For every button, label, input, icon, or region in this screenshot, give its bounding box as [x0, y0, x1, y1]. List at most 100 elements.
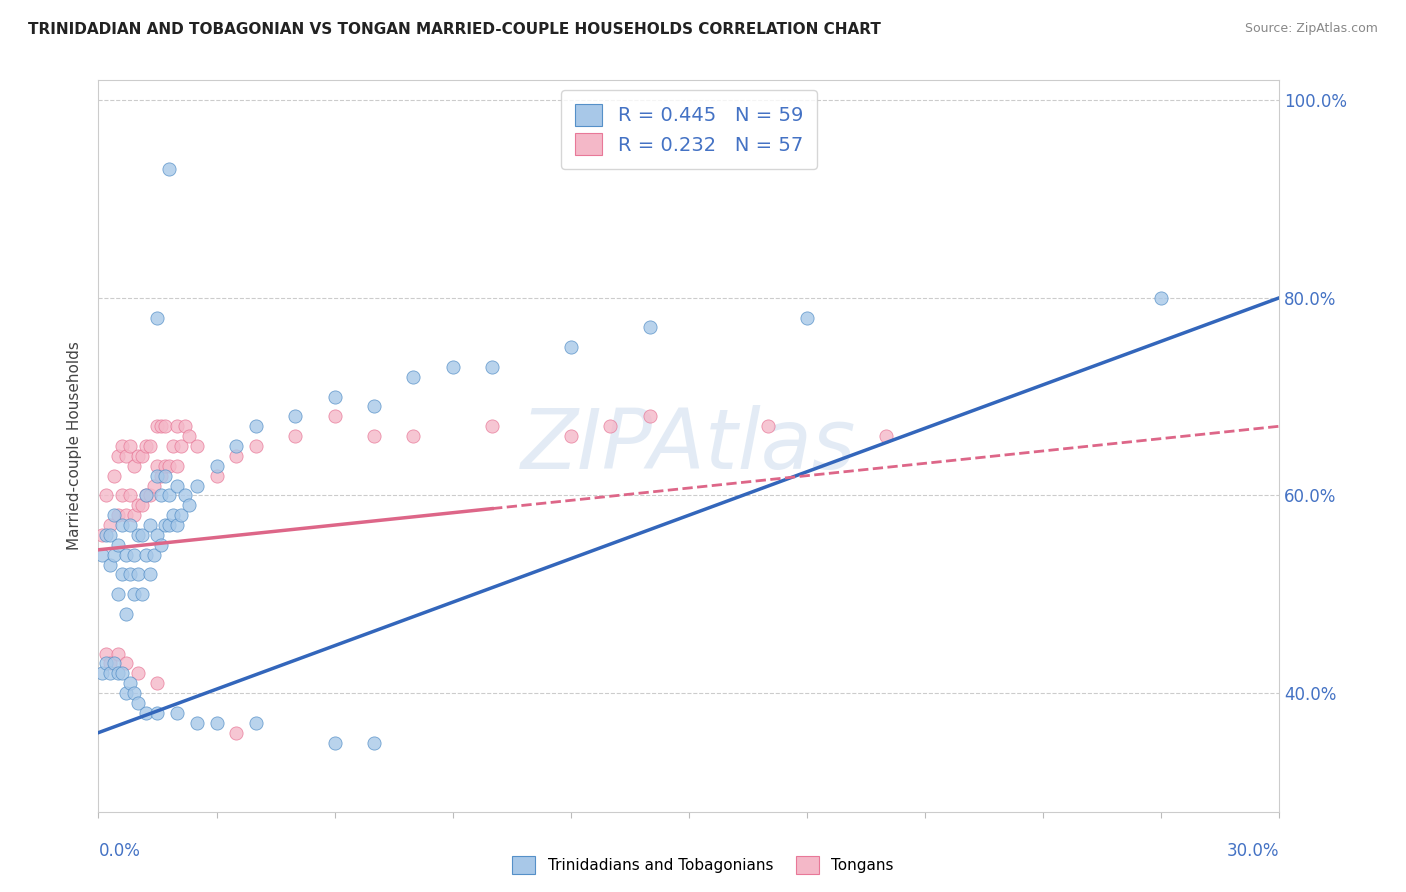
Point — [131, 498, 153, 512]
Point — [441, 359, 464, 374]
Point — [155, 458, 177, 473]
Point — [103, 548, 125, 562]
Point — [115, 657, 138, 671]
Point — [363, 400, 385, 414]
Point — [177, 498, 200, 512]
Point — [127, 696, 149, 710]
Point — [402, 429, 425, 443]
Point — [96, 528, 118, 542]
Point — [162, 508, 184, 523]
Point — [115, 508, 138, 523]
Point — [111, 518, 134, 533]
Point — [205, 458, 228, 473]
Point — [91, 548, 114, 562]
Point — [323, 409, 346, 424]
Point — [155, 468, 177, 483]
Point — [363, 429, 385, 443]
Point — [170, 508, 193, 523]
Point — [146, 676, 169, 690]
Point — [131, 528, 153, 542]
Point — [166, 458, 188, 473]
Point — [135, 439, 157, 453]
Text: ZIPAtlas: ZIPAtlas — [522, 406, 856, 486]
Point — [131, 449, 153, 463]
Point — [157, 518, 180, 533]
Text: 0.0%: 0.0% — [98, 842, 141, 860]
Point — [127, 666, 149, 681]
Point — [118, 676, 141, 690]
Point — [115, 686, 138, 700]
Point — [245, 439, 267, 453]
Point — [122, 686, 145, 700]
Point — [96, 647, 118, 661]
Point — [245, 419, 267, 434]
Point — [323, 735, 346, 749]
Point — [127, 528, 149, 542]
Point — [118, 488, 141, 502]
Point — [150, 488, 173, 502]
Point — [323, 390, 346, 404]
Point — [166, 419, 188, 434]
Point — [111, 666, 134, 681]
Point — [146, 458, 169, 473]
Point — [103, 468, 125, 483]
Point — [91, 666, 114, 681]
Point — [186, 715, 208, 730]
Point — [150, 468, 173, 483]
Point — [150, 538, 173, 552]
Text: 30.0%: 30.0% — [1227, 842, 1279, 860]
Point — [107, 538, 129, 552]
Point — [96, 657, 118, 671]
Point — [107, 647, 129, 661]
Point — [363, 735, 385, 749]
Point — [127, 449, 149, 463]
Legend: R = 0.445   N = 59, R = 0.232   N = 57: R = 0.445 N = 59, R = 0.232 N = 57 — [561, 90, 817, 169]
Point — [225, 449, 247, 463]
Point — [225, 725, 247, 739]
Y-axis label: Married-couple Households: Married-couple Households — [67, 342, 83, 550]
Point — [225, 439, 247, 453]
Point — [150, 419, 173, 434]
Point — [174, 488, 197, 502]
Point — [107, 587, 129, 601]
Point — [796, 310, 818, 325]
Point — [146, 419, 169, 434]
Point — [118, 567, 141, 582]
Point — [135, 488, 157, 502]
Point — [127, 498, 149, 512]
Point — [284, 409, 307, 424]
Point — [135, 548, 157, 562]
Point — [402, 369, 425, 384]
Point — [91, 528, 114, 542]
Point — [638, 409, 661, 424]
Point — [205, 468, 228, 483]
Point — [186, 478, 208, 492]
Point — [115, 449, 138, 463]
Point — [875, 429, 897, 443]
Point — [131, 587, 153, 601]
Point — [135, 706, 157, 720]
Point — [107, 449, 129, 463]
Point — [118, 518, 141, 533]
Point — [756, 419, 779, 434]
Point — [138, 488, 160, 502]
Point — [138, 439, 160, 453]
Point — [103, 657, 125, 671]
Point — [103, 508, 125, 523]
Point — [157, 458, 180, 473]
Point — [146, 528, 169, 542]
Point — [1150, 291, 1173, 305]
Text: Source: ZipAtlas.com: Source: ZipAtlas.com — [1244, 22, 1378, 36]
Point — [98, 518, 121, 533]
Point — [122, 587, 145, 601]
Point — [186, 439, 208, 453]
Legend: Trinidadians and Tobagonians, Tongans: Trinidadians and Tobagonians, Tongans — [506, 850, 900, 880]
Point — [98, 666, 121, 681]
Point — [166, 518, 188, 533]
Point — [122, 508, 145, 523]
Point — [170, 439, 193, 453]
Point — [138, 518, 160, 533]
Point — [599, 419, 621, 434]
Point — [162, 439, 184, 453]
Point — [177, 429, 200, 443]
